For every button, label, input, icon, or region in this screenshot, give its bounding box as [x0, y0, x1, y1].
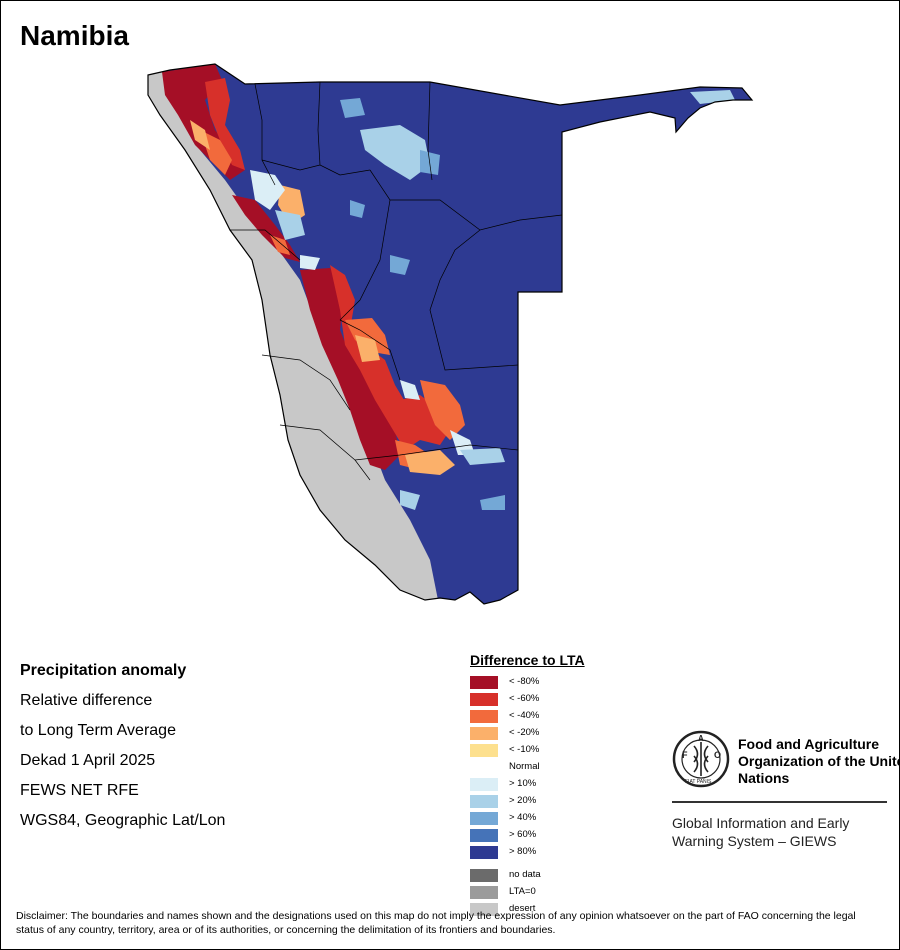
map-info: Precipitation anomaly Relative differenc…: [20, 656, 225, 836]
legend-label: > 10%: [509, 778, 537, 789]
legend-swatch: [470, 812, 498, 825]
legend-item: > 60%: [470, 827, 585, 844]
legend-item: > 80%: [470, 844, 585, 861]
region-boundaries: [230, 81, 563, 481]
fao-logo-letter: A: [698, 734, 704, 743]
legend-item: > 10%: [470, 776, 585, 793]
fao-logo-letter: O: [714, 750, 721, 760]
giews-name: Global Information and Early Warning Sys…: [672, 815, 850, 849]
legend-label: < -80%: [509, 676, 540, 687]
legend-swatch: [470, 846, 498, 859]
map-title: Namibia: [20, 20, 129, 51]
legend: Difference to LTA < -80% < -60% < -40% <…: [470, 652, 585, 918]
info-period: Dekad 1 April 2025: [20, 752, 156, 769]
namibia-border: [147, 63, 754, 605]
legend-swatch: [470, 795, 498, 808]
dry-60-zone: [205, 78, 450, 450]
dry-40-zone: [200, 130, 465, 470]
fao-name: Food and Agriculture Organization of the…: [738, 736, 900, 786]
legend-label: no data: [509, 869, 541, 880]
info-projection: WGS84, Geographic Lat/Lon: [20, 812, 226, 829]
legend-label: < -10%: [509, 744, 540, 755]
info-line-1: Relative difference: [20, 692, 153, 709]
legend-label: < -20%: [509, 727, 540, 738]
legend-swatch: [470, 710, 498, 723]
legend-item: > 40%: [470, 810, 585, 827]
disclaimer: Disclaimer: The boundaries and names sho…: [16, 910, 856, 936]
legend-label: Normal: [509, 761, 540, 772]
legend-label: LTA=0: [509, 886, 536, 897]
namibia-map: [147, 63, 754, 605]
wet-10-zone: [250, 170, 475, 455]
legend-label: < -60%: [509, 693, 540, 704]
legend-item: desert: [470, 901, 585, 918]
legend-item: Normal: [470, 759, 585, 776]
legend-label: > 60%: [509, 829, 537, 840]
legend-item: < -10%: [470, 742, 585, 759]
fao-emblem-icon: F A O FIAT PANIS: [672, 730, 730, 788]
legend-swatch: [470, 744, 498, 757]
legend-swatch: [470, 778, 498, 791]
divider: [672, 801, 887, 803]
legend-swatch: [470, 727, 498, 740]
fao-logo-motto: FIAT PANIS: [685, 779, 712, 785]
namibia-land: [148, 64, 752, 604]
legend-swatch: [470, 903, 498, 916]
legend-item: < -60%: [470, 691, 585, 708]
legend-swatch: [470, 886, 498, 899]
legend-label: desert: [509, 903, 536, 914]
desert-zone: [148, 64, 440, 604]
info-source: FEWS NET RFE: [20, 782, 139, 799]
legend-item: LTA=0: [470, 884, 585, 901]
legend-swatch: [470, 761, 498, 774]
legend-item: < -40%: [470, 708, 585, 725]
legend-swatch: [470, 869, 498, 882]
legend-title: Difference to LTA: [470, 652, 585, 668]
legend-item: > 20%: [470, 793, 585, 810]
fao-logo-letter: F: [682, 750, 688, 760]
legend-label: > 20%: [509, 795, 537, 806]
legend-item: < -80%: [470, 674, 585, 691]
legend-swatch: [470, 676, 498, 689]
legend-swatch: [470, 829, 498, 842]
legend-label: > 80%: [509, 846, 537, 857]
legend-label: > 40%: [509, 812, 537, 823]
legend-item: no data: [470, 867, 585, 884]
legend-label: < -40%: [509, 710, 540, 721]
legend-swatch: [470, 693, 498, 706]
legend-item: < -20%: [470, 725, 585, 742]
info-line-2: to Long Term Average: [20, 722, 176, 739]
info-heading: Precipitation anomaly: [20, 662, 187, 679]
